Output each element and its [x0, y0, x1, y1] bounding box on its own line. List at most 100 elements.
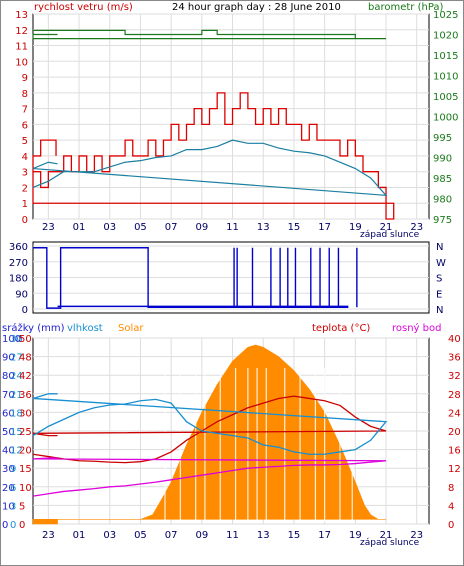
x-tick-label: 23 — [42, 530, 55, 541]
x-tick-label: 11 — [226, 222, 239, 233]
solar-tick-label: 5 — [19, 501, 25, 512]
temp-tick-label: 32 — [448, 371, 461, 382]
wind-tick-label: 7 — [22, 105, 28, 116]
wind-tick-label: 13 — [15, 10, 28, 21]
x-tick-label: 05 — [134, 530, 147, 541]
x-tick-label: 09 — [195, 530, 208, 541]
panel-1-right-ticks: 975 980 985 990 995 1000 1005 1010 1015 1020 1025 — [433, 10, 458, 226]
humidity-tick-label: 12 — [10, 446, 23, 457]
direction-tick-label: 360 — [9, 242, 28, 253]
wind-tick-label: 10 — [15, 57, 28, 68]
x-tick-label: 13 — [257, 530, 270, 541]
panel-3-series — [32, 344, 388, 525]
wind-tick-label: 12 — [15, 26, 28, 37]
panel-3-temp-ticks: 0 4 8 12 16 20 24 28 32 36 40 — [448, 334, 461, 531]
solar-area — [32, 344, 387, 525]
rain-tick-label: 70 — [2, 390, 15, 401]
sunset-label-1: západ slunce — [360, 230, 420, 240]
rain-tick-label: 90 — [2, 353, 15, 364]
x-tick-label: 17 — [318, 530, 331, 541]
panel-1-series — [32, 29, 395, 220]
temp-tick-label: 16 — [448, 446, 461, 457]
panel-3-x-ticks: 23 01 03 05 07 09 11 13 15 17 19 21 23 — [42, 530, 423, 541]
pressure-axis-label: barometr (hPa) — [368, 2, 444, 13]
x-tick-label: 21 — [380, 530, 393, 541]
solar-tick-label: 48 — [19, 353, 32, 364]
solar-tick-label: 42 — [19, 371, 32, 382]
legend-dew: rosný bod — [392, 322, 441, 334]
compass-tick-label: W — [436, 258, 446, 269]
wind-tick-label: 2 — [22, 183, 28, 194]
direction-tick-label: 90 — [15, 289, 28, 300]
humidity-line — [32, 393, 388, 455]
solar-tick-label: 0 — [19, 520, 25, 531]
temp-tick-label: 8 — [448, 483, 454, 494]
pressure-tick-label: 1005 — [433, 92, 458, 103]
wind-tick-label: 3 — [22, 168, 28, 179]
x-tick-label: 23 — [42, 222, 55, 233]
humidity-tick-label: 15 — [10, 427, 23, 438]
chart-title: 24 hour graph day : 28 June 2010 — [172, 2, 341, 13]
legend-rain: srážky (mm) — [2, 322, 65, 334]
pressure-tick-label: 980 — [433, 195, 452, 206]
solar-tick-label: 15 — [19, 464, 32, 475]
pressure-tick-label: 995 — [433, 133, 452, 144]
rain-tick-label: 80 — [2, 371, 15, 382]
solar-tick-label: 10 — [19, 483, 32, 494]
wind-tick-label: 11 — [15, 42, 28, 53]
rain-tick-label: 60 — [2, 408, 15, 419]
wind-tick-label: 6 — [22, 120, 28, 131]
x-tick-label: 09 — [195, 222, 208, 233]
humidity-tick-label: 21 — [10, 390, 23, 401]
x-tick-label: 19 — [349, 222, 362, 233]
wind-direction-line — [33, 247, 349, 309]
panel-3-solar-ticks: 0 5 10 15 20 25 30 36 42 48 50 — [19, 334, 32, 531]
solar-tick-label: 20 — [19, 446, 32, 457]
temp-tick-label: 24 — [448, 408, 461, 419]
panel-2-left-ticks: 0 90 180 270 360 — [9, 242, 28, 316]
solar-tick-label: 25 — [19, 427, 32, 438]
x-tick-label: 03 — [103, 530, 116, 541]
panel-1-plot-area — [32, 13, 430, 220]
x-tick-label: 17 — [318, 222, 331, 233]
solar-tick-label: 30 — [19, 408, 32, 419]
x-tick-label: 01 — [73, 222, 86, 233]
wind-tick-label: 4 — [22, 152, 28, 163]
x-tick-label: 11 — [226, 530, 239, 541]
wind-tick-label: 0 — [22, 215, 28, 226]
rain-tick-label: 30 — [2, 464, 15, 475]
wind-tick-label: 1 — [22, 199, 28, 210]
humidity-tick-label: 0 — [10, 520, 16, 531]
humidity-tick-label: 24 — [10, 371, 23, 382]
humidity-tick-label: 18 — [10, 408, 23, 419]
legend-humidity: vlhkost — [67, 323, 103, 334]
rain-tick-label: 40 — [2, 446, 15, 457]
rain-tick-label: 20 — [2, 483, 15, 494]
temp-tick-label: 12 — [448, 464, 461, 475]
temp-tick-label: 4 — [448, 501, 454, 512]
pressure-tick-label: 990 — [433, 154, 452, 165]
pressure-tick-label: 985 — [433, 174, 452, 185]
panel-2-series — [33, 247, 358, 309]
compass-tick-label: S — [436, 274, 442, 285]
x-tick-label: 21 — [380, 222, 393, 233]
x-tick-label: 07 — [165, 530, 178, 541]
rain-tick-label: 100 — [2, 334, 21, 345]
solar-tick-label: 36 — [19, 390, 32, 401]
compass-tick-label: N — [436, 242, 443, 253]
pressure-tick-label: 1015 — [433, 51, 458, 62]
x-tick-label: 05 — [134, 222, 147, 233]
wind-tick-label: 5 — [22, 136, 28, 147]
wind-axis-label: rychlost vetru (m/s) — [34, 2, 133, 13]
x-tick-label: 13 — [257, 222, 270, 233]
x-tick-label: 15 — [288, 530, 301, 541]
dew-line — [32, 457, 387, 497]
wind-tick-label: 8 — [22, 89, 28, 100]
rain-tick-label: 10 — [2, 501, 15, 512]
x-tick-label: 23 — [410, 530, 423, 541]
